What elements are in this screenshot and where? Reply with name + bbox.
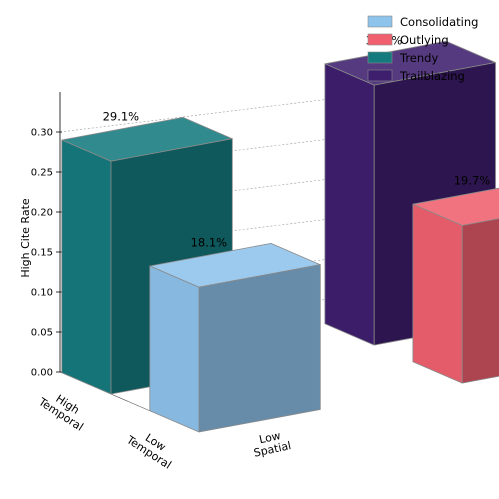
y-tick-label-2: 0.10 xyxy=(31,288,53,299)
y-tick-label-4: 0.20 xyxy=(31,208,53,219)
gridline-5 xyxy=(59,122,461,173)
data-label-consolidating: 18.1% xyxy=(191,235,228,249)
bar-outlying: 19.7% xyxy=(412,174,499,384)
bar-front-face xyxy=(461,218,499,384)
y-tick-label-3: 0.15 xyxy=(31,248,53,259)
data-label-outlying: 19.7% xyxy=(454,174,491,188)
bar-left-face xyxy=(149,265,200,433)
data-label-trendy: 29.1% xyxy=(103,109,140,123)
bar-consolidating: 18.1% xyxy=(149,235,321,433)
y-axis: 0.00 0.05 0.10 0.15 0.20 0.25 0.30 xyxy=(31,92,62,379)
y-tick-label-0: 0.00 xyxy=(31,368,53,379)
legend-entry-2: Trendy xyxy=(399,51,438,65)
spatial-label-0: LowSpatial xyxy=(250,427,292,459)
gridline-4 xyxy=(59,162,461,213)
legend-swatch-3 xyxy=(367,69,393,82)
bar-left-face xyxy=(324,63,375,346)
gridline-6 xyxy=(59,82,461,133)
legend-entry-3: Trailblazing xyxy=(399,69,465,83)
y-tick-label-6: 0.30 xyxy=(31,128,53,139)
bars: 29.1%32.5%18.1%19.7% xyxy=(61,33,499,433)
y-tick-label-1: 0.05 xyxy=(31,328,53,339)
legend-swatch-0 xyxy=(367,15,393,28)
legend-swatch-2 xyxy=(367,51,393,64)
spatial-label-0-line-1: Spatial xyxy=(253,439,293,460)
bar-left-face xyxy=(412,203,463,384)
legend-entry-0: Consolidating xyxy=(400,15,478,29)
legend-swatch-1 xyxy=(367,33,393,46)
gridline-3 xyxy=(59,202,461,253)
y-axis-label: High Cite Rate xyxy=(19,198,32,278)
legend: Consolidating Outlying Trendy Trailblazing xyxy=(367,15,478,83)
y-tick-label-5: 0.25 xyxy=(31,168,53,179)
temporal-label-1: LowTemporal xyxy=(123,423,180,472)
bar-front-face xyxy=(198,264,321,433)
temporal-label-0: HighTemporal xyxy=(35,385,92,434)
bar-left-face xyxy=(61,139,112,395)
legend-entry-1: Outlying xyxy=(400,33,449,47)
spatial-label-0-line-0: Low xyxy=(258,429,282,446)
